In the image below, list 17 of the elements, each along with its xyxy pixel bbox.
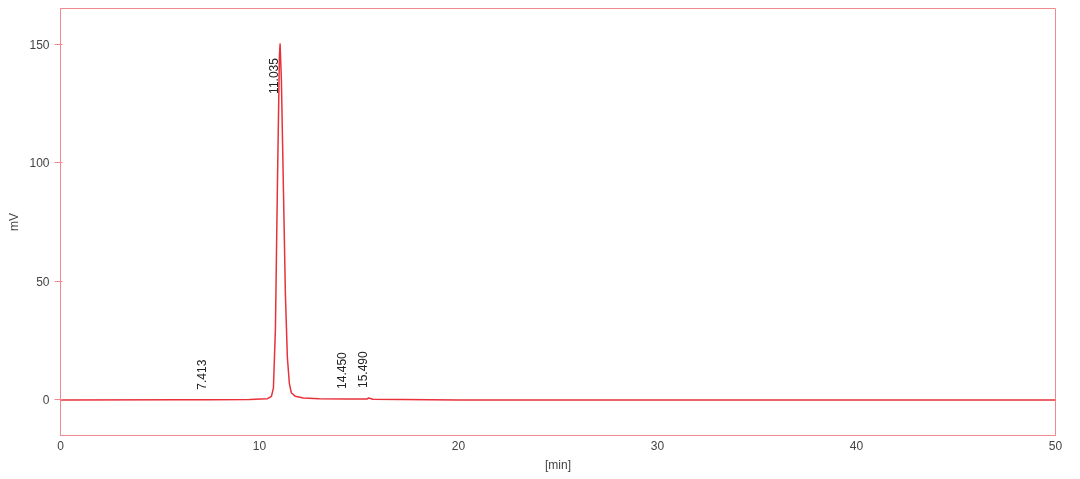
y-tick-label: 150 bbox=[29, 37, 50, 52]
y-tick-label: 50 bbox=[36, 274, 50, 289]
annotation: 15.490 bbox=[355, 350, 370, 389]
x-tick-label: 20 bbox=[451, 438, 466, 453]
x-axis-title: [min] bbox=[545, 457, 572, 472]
annotation: 14.450 bbox=[335, 351, 350, 389]
x-tick-label: 10 bbox=[252, 438, 267, 453]
line-series bbox=[60, 43, 1056, 401]
x-tick-label: 40 bbox=[849, 438, 864, 453]
x-tick-label: 50 bbox=[1048, 438, 1063, 453]
x-tick-label: 30 bbox=[650, 438, 665, 453]
x-tick-label: 0 bbox=[57, 438, 65, 453]
y-axis-title: mV bbox=[7, 213, 22, 231]
y-tick-label: 100 bbox=[29, 156, 50, 171]
annotation: 7.413 bbox=[195, 359, 210, 390]
y-tick-label: 0 bbox=[42, 393, 50, 408]
annotation: 11.035 bbox=[267, 57, 282, 94]
